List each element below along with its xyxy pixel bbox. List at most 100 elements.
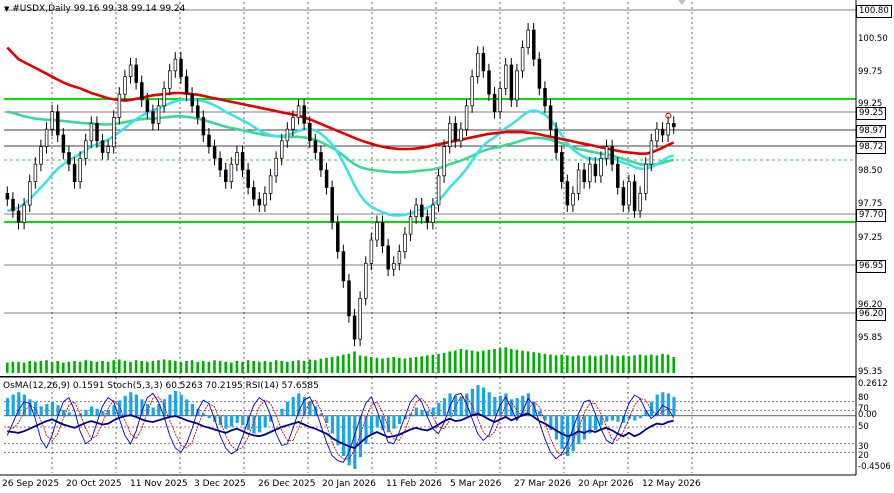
volume-bar	[554, 355, 558, 373]
candle-body	[235, 152, 239, 165]
volume-bar	[515, 349, 519, 373]
volume-bar	[437, 353, 440, 373]
indicator-axis-label: 50	[858, 422, 869, 432]
osma-bar	[616, 415, 620, 422]
candle-body	[268, 175, 273, 194]
candle-body	[61, 134, 66, 153]
indicator-axis-label: 20	[858, 451, 869, 461]
osma-bar	[263, 415, 267, 428]
price-axis-label: 98.50	[858, 166, 883, 176]
candle-body	[476, 52, 480, 78]
dropdown-triangle-icon[interactable]: ▼	[4, 5, 10, 13]
rsi-readout: RSI(14) 57.6585	[245, 381, 319, 391]
candle-body	[666, 122, 670, 136]
candle-body	[408, 216, 413, 235]
volume-bar	[151, 361, 155, 373]
candle-body	[106, 146, 110, 153]
candle-body	[375, 222, 379, 241]
osma-bar	[190, 404, 194, 416]
candle-body	[515, 70, 519, 101]
volume-bar	[258, 361, 261, 373]
osma-bar	[146, 404, 150, 416]
osma-bar	[638, 415, 642, 419]
candle-body	[5, 192, 10, 200]
osma-bar	[420, 409, 424, 416]
candle-body	[218, 157, 222, 171]
indicator-axis-label: 30	[858, 442, 869, 452]
volume-bar	[118, 359, 121, 373]
candle-body	[89, 122, 94, 142]
candle-body	[414, 204, 418, 218]
osma-bar	[650, 401, 654, 416]
candle-body	[548, 105, 553, 130]
time-axis-label: 3 Dec 2025	[194, 479, 246, 489]
candle-body	[565, 181, 570, 206]
candle-body	[95, 122, 99, 142]
symbol-info: ▼ #USDX,Daily 99.16 99.38 99.14 99.24	[4, 4, 185, 14]
volume-bar	[230, 362, 233, 373]
volume-bar	[62, 362, 65, 373]
volume-bar	[353, 351, 356, 373]
volume-bar	[168, 360, 171, 373]
volume-bar	[482, 350, 485, 373]
osma-bar	[370, 415, 374, 435]
rsi-line	[7, 412, 674, 450]
candle-body	[201, 117, 206, 136]
candle-body	[246, 169, 250, 188]
candle-body	[140, 82, 144, 101]
osma-bar	[28, 399, 32, 416]
volume-bar	[465, 349, 468, 373]
scroll-shift-marker[interactable]	[678, 0, 686, 5]
osma-bar	[498, 395, 502, 416]
volume-bar	[448, 351, 451, 373]
volume-bar	[375, 357, 379, 373]
osma-bar	[342, 415, 346, 456]
volume-bar	[207, 361, 211, 373]
candle-body	[224, 169, 228, 183]
candle-body	[302, 105, 306, 124]
osma-bar	[140, 399, 144, 416]
osma-bar	[526, 393, 530, 416]
osma-bar	[230, 415, 234, 427]
price-tag: 99.25	[856, 107, 887, 120]
osma-bar	[45, 404, 49, 416]
time-axis-label: 20 Apr 2026	[578, 479, 634, 489]
time-axis-label: 26 Sep 2025	[2, 479, 60, 489]
candle-body	[22, 204, 26, 223]
osma-bar	[347, 415, 351, 466]
osma-bar	[258, 415, 262, 433]
price-tag: 100.80	[856, 5, 892, 18]
ma-aqua-line	[7, 98, 675, 217]
volume-bar	[45, 360, 48, 373]
candle-body	[212, 146, 217, 159]
candle-body	[67, 152, 71, 165]
volume-bar	[622, 355, 625, 373]
candle-body	[560, 152, 564, 183]
volume-bar	[297, 360, 300, 373]
volume-bar	[560, 354, 563, 373]
osma-bar	[123, 395, 127, 416]
stoch-readout: Stoch(5,3,3) 60.5263 70.2195	[107, 381, 243, 391]
volume-bar	[263, 361, 267, 373]
osma-bar	[112, 405, 116, 416]
volume-bar	[146, 361, 149, 373]
volume-bar	[571, 356, 575, 373]
volume-bar	[588, 355, 591, 373]
candle-body	[100, 140, 105, 153]
candle-body	[520, 47, 525, 72]
osma-bar	[314, 406, 318, 416]
osma-bar	[358, 415, 362, 458]
candle-body	[509, 64, 514, 101]
osma-bar	[482, 387, 486, 416]
candle-body	[599, 157, 603, 177]
osma-bar	[174, 391, 178, 416]
candle-body	[638, 192, 642, 212]
candle-body	[532, 29, 536, 60]
osma-bar	[386, 415, 390, 433]
osma-bar	[403, 415, 407, 420]
candle-body	[621, 187, 626, 206]
osma-bar	[599, 415, 603, 426]
candle-body	[84, 140, 88, 159]
volume-bar	[459, 349, 463, 373]
